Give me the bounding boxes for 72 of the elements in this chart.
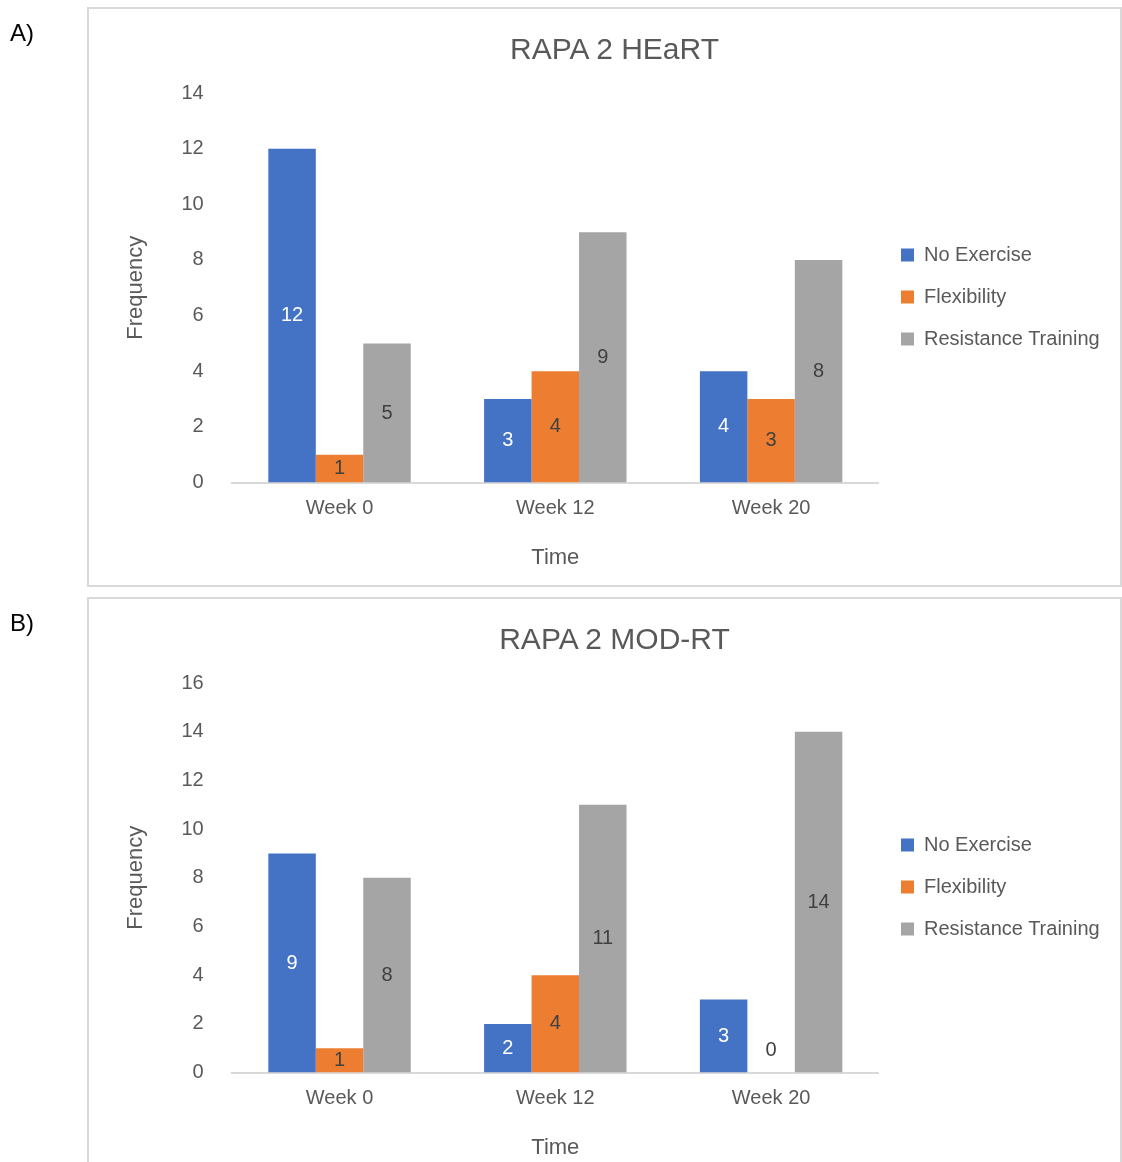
data-label: 3	[765, 428, 777, 451]
y-tick-label: 0	[192, 1060, 204, 1083]
legend-label: No Exercise	[923, 832, 1032, 855]
data-label: 4	[549, 414, 561, 437]
y-tick-label: 14	[181, 80, 204, 103]
bar	[747, 399, 795, 483]
y-tick-label: 10	[181, 191, 204, 214]
y-tick-label: 6	[192, 914, 204, 937]
data-label: 4	[549, 1011, 561, 1034]
data-label: 5	[381, 400, 393, 423]
data-label: 11	[592, 926, 614, 949]
y-tick-label: 8	[192, 865, 204, 888]
data-label: 12	[280, 303, 304, 326]
bar	[363, 343, 411, 483]
text: B)	[10, 609, 34, 637]
x-axis-title: Time	[531, 543, 580, 569]
data-label: 4	[718, 414, 730, 437]
bar	[315, 454, 364, 483]
chart-title: RAPA 2 HEaRT	[510, 32, 719, 66]
data-label: 1	[333, 456, 346, 479]
data-label: 2	[502, 1035, 514, 1058]
y-tick-label: 2	[192, 1011, 204, 1034]
legend-label: Flexibility	[923, 874, 1007, 897]
bar	[699, 371, 748, 483]
x-axis-title: Time	[531, 1133, 580, 1159]
bar	[484, 399, 532, 483]
legend-label: Resistance Training	[923, 326, 1100, 349]
x-tick-label: Week 20	[731, 496, 811, 519]
y-tick-label: 0	[192, 470, 204, 493]
x-tick-label: Week 20	[731, 1086, 811, 1109]
data-label: 3	[718, 1023, 730, 1046]
data-label: 14	[807, 889, 830, 912]
bar	[794, 259, 843, 483]
y-tick-label: 4	[192, 962, 204, 985]
y-tick-label: 10	[181, 816, 204, 839]
y-tick-label: 8	[192, 247, 204, 270]
x-tick-label: Week 12	[516, 1086, 595, 1109]
x-tick-label: Week 0	[305, 1086, 374, 1109]
bar	[531, 371, 580, 483]
text: A)	[10, 19, 34, 47]
data-label: 9	[286, 950, 298, 973]
y-axis-title: Frequency	[122, 825, 148, 930]
bar	[268, 148, 316, 483]
x-tick-label: Week 12	[516, 496, 595, 519]
bar	[531, 975, 580, 1073]
y-tick-label: 12	[181, 767, 204, 790]
y-tick-label: 4	[192, 358, 204, 381]
y-tick-label: 2	[192, 414, 204, 437]
bar	[579, 232, 627, 483]
data-label: 0	[765, 1038, 777, 1061]
data-label: 9	[597, 344, 609, 367]
bar	[268, 853, 316, 1073]
bar	[363, 877, 411, 1073]
y-tick-label: 6	[192, 303, 204, 326]
legend-label: Flexibility	[923, 284, 1007, 307]
bar	[579, 804, 627, 1073]
y-axis-title: Frequency	[122, 235, 148, 340]
chart-title: RAPA 2 MOD-RT	[499, 622, 730, 656]
data-label: 3	[502, 428, 514, 451]
bar	[315, 1048, 364, 1073]
legend-label: Resistance Training	[923, 916, 1100, 939]
data-label: 8	[813, 358, 825, 381]
bar	[484, 1023, 532, 1073]
data-label: 8	[381, 962, 393, 985]
y-tick-label: 14	[181, 719, 204, 742]
bar	[794, 731, 843, 1073]
x-tick-label: Week 0	[305, 496, 374, 519]
legend-label: No Exercise	[923, 242, 1032, 265]
y-tick-label: 12	[181, 136, 204, 159]
y-tick-label: 16	[181, 670, 204, 693]
bar	[699, 999, 748, 1073]
data-label: 1	[333, 1047, 346, 1070]
